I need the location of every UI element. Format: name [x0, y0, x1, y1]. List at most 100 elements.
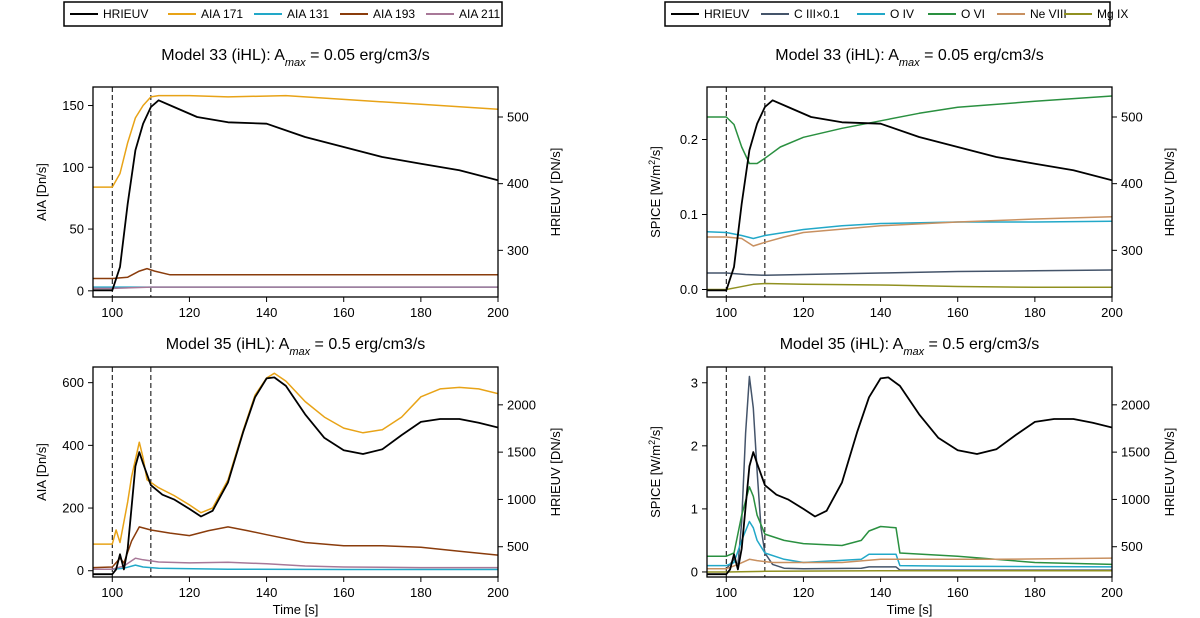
- y-axis-label-left: SPICE [W/m2/s]: [647, 426, 663, 518]
- y-tick-label-right: 400: [1121, 176, 1143, 191]
- series-group: [93, 372, 498, 576]
- plot-frame: [706, 86, 1113, 298]
- series-group: [93, 94, 498, 292]
- ylabel-part: SPICE [W/m: [648, 165, 663, 238]
- x-tick-label: 180: [1024, 305, 1046, 320]
- chart-panel-4: Model 35 (iHL): Amax = 0.5 erg/cm3/s 100 1…: [647, 336, 1177, 617]
- y-tick-label-left: 1: [691, 501, 698, 516]
- chart-panel-3: Model 35 (iHL): Amax = 0.5 erg/cm3/s 100 1…: [34, 336, 563, 617]
- x-tick-label: 120: [793, 305, 815, 320]
- y-tick-label-left: 50: [70, 222, 84, 237]
- y-tick-label-left: 100: [62, 160, 84, 175]
- x-tick-label: 100: [101, 585, 123, 600]
- x-tick-label: 140: [256, 305, 278, 320]
- legend-label: AIA 171: [201, 7, 243, 21]
- legend-label: Mg IX: [1097, 7, 1128, 21]
- y-axis-label-right: HRIEUV [DN/s]: [548, 148, 563, 237]
- series-line-ne-viii: [707, 216, 1112, 247]
- title-suffix: = 0.05 erg/cm3/s: [920, 47, 1044, 64]
- y-tick-label-left: 0: [77, 283, 84, 298]
- y-tick-label-left: 0.2: [680, 132, 698, 147]
- x-tick-label: 200: [487, 305, 509, 320]
- y-axis-label-left: AIA [Dn/s]: [34, 163, 49, 221]
- x-axis-label: Time [s]: [273, 602, 319, 617]
- series-line-o-vi: [707, 95, 1112, 165]
- x-tick-label: 100: [715, 305, 737, 320]
- series-line-aia-211: [93, 286, 498, 290]
- chart-title: Model 35 (iHL): Amax = 0.5 erg/cm3/s: [780, 336, 1040, 358]
- y-tick-label-right: 2000: [507, 397, 536, 412]
- title-suffix: = 0.5 erg/cm3/s: [310, 336, 425, 353]
- x-tick-label: 160: [947, 585, 969, 600]
- x-tick-label: 180: [1024, 585, 1046, 600]
- y-tick-label-left: 600: [62, 375, 84, 390]
- series-line-c-iii-0-1: [707, 269, 1112, 277]
- y-axis-label-right: HRIEUV [DN/s]: [1162, 148, 1177, 237]
- chart-title: Model 33 (iHL): Amax = 0.05 erg/cm3/s: [161, 47, 429, 69]
- plot-frame: [92, 366, 499, 578]
- ylabel-part: SPICE [W/m: [648, 445, 663, 518]
- series-line-o-vi: [707, 486, 1112, 566]
- x-tick-label: 140: [256, 585, 278, 600]
- legend-label: O VI: [961, 7, 985, 21]
- series-line-hrieuv: [93, 99, 498, 292]
- y-tick-label-right: 500: [1121, 539, 1143, 554]
- legend-label: O IV: [890, 7, 914, 21]
- y-tick-label-left: 150: [62, 98, 84, 113]
- title-subscript: max: [903, 346, 924, 358]
- title-prefix: Model 33 (iHL): A: [775, 47, 899, 64]
- y-tick-label-left: 400: [62, 438, 84, 453]
- title-prefix: Model 33 (iHL): A: [161, 47, 285, 64]
- x-tick-label: 160: [333, 585, 355, 600]
- y-tick-label-right: 2000: [1121, 397, 1150, 412]
- legend-frame: [664, 1, 1111, 27]
- series-line-hrieuv: [707, 376, 1112, 576]
- ylabel-part: /s]: [648, 426, 663, 440]
- chart-title: Model 35 (iHL): Amax = 0.5 erg/cm3/s: [166, 336, 426, 358]
- y-tick-label-right: 1500: [507, 445, 536, 460]
- y-tick-label-right: 500: [1121, 110, 1143, 125]
- series-line-hrieuv: [707, 99, 1112, 292]
- title-subscript: max: [899, 57, 920, 69]
- plot-frame: [706, 366, 1113, 578]
- series-group: [707, 375, 1112, 576]
- plot-frame: [92, 86, 499, 298]
- y-tick-label-left: 0.0: [680, 282, 698, 297]
- title-suffix: = 0.05 erg/cm3/s: [306, 47, 430, 64]
- x-tick-label: 160: [947, 305, 969, 320]
- legend-label: AIA 193: [373, 7, 415, 21]
- title-prefix: Model 35 (iHL): A: [166, 336, 290, 353]
- y-tick-label-left: 0: [691, 564, 698, 579]
- x-tick-label: 140: [870, 305, 892, 320]
- x-tick-label: 120: [179, 305, 201, 320]
- y-tick-label-right: 1000: [507, 492, 536, 507]
- y-tick-label-right: 500: [507, 110, 529, 125]
- y-tick-label-right: 400: [507, 176, 529, 191]
- legend-label: AIA 211: [459, 7, 500, 21]
- series-line-aia-171: [93, 94, 498, 188]
- y-tick-label-left: 0: [77, 563, 84, 578]
- y-tick-label-left: 0.1: [680, 207, 698, 222]
- chart-title: Model 33 (iHL): Amax = 0.05 erg/cm3/s: [775, 47, 1043, 69]
- legend-2: HRIEUV C III×0.1 O IV O VI Ne VIII Mg IX: [664, 1, 1128, 27]
- series-line-o-iv: [707, 520, 1112, 568]
- x-tick-label: 180: [410, 305, 432, 320]
- series-group: [707, 95, 1112, 292]
- legend-label: HRIEUV: [103, 7, 148, 21]
- series-line-mg-ix: [707, 569, 1112, 573]
- series-line-hrieuv: [93, 376, 498, 576]
- legend-1: HRIEUV AIA 171 AIA 131 AIA 193 AIA 211: [63, 1, 503, 27]
- x-tick-label: 140: [870, 585, 892, 600]
- x-tick-label: 100: [101, 305, 123, 320]
- y-axis-label-left: SPICE [W/m2/s]: [647, 146, 663, 238]
- legend-label: AIA 131: [287, 7, 329, 21]
- x-tick-label: 180: [410, 585, 432, 600]
- legend-label: HRIEUV: [704, 7, 749, 21]
- ylabel-part: /s]: [648, 146, 663, 160]
- ylabel-sup: 2: [647, 160, 657, 165]
- y-tick-label-left: 3: [691, 375, 698, 390]
- x-tick-label: 120: [179, 585, 201, 600]
- y-tick-label-left: 2: [691, 438, 698, 453]
- x-tick-label: 120: [793, 585, 815, 600]
